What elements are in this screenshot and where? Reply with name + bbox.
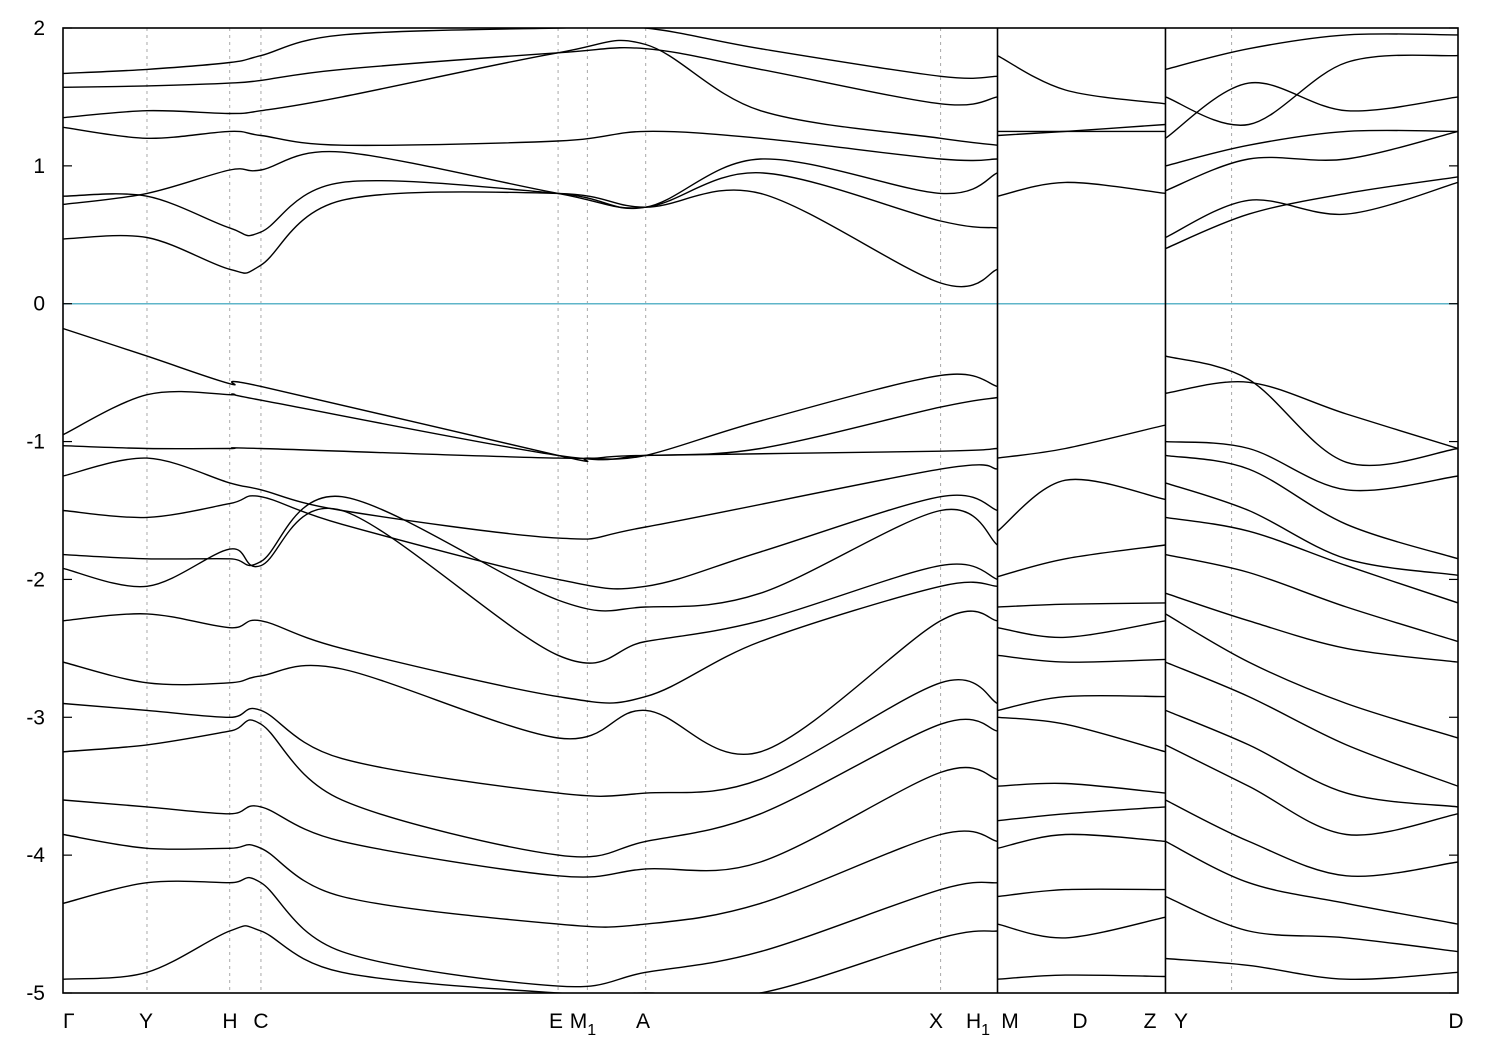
y-tick-label: -1 bbox=[26, 431, 45, 454]
band-line bbox=[1165, 355, 1458, 467]
band-line bbox=[997, 123, 1166, 137]
k-point-label: A bbox=[636, 1010, 650, 1033]
band-line bbox=[1165, 895, 1458, 953]
band-line bbox=[997, 54, 1166, 105]
band-line bbox=[63, 390, 998, 461]
y-tick-label: -4 bbox=[26, 844, 45, 867]
band-line bbox=[63, 718, 998, 858]
band-line bbox=[997, 716, 1166, 753]
band-segment-1 bbox=[63, 28, 998, 993]
band-line bbox=[1165, 840, 1458, 925]
band-line bbox=[997, 916, 1166, 939]
k-point-label: E bbox=[549, 1010, 563, 1033]
k-point-label: D bbox=[1448, 1010, 1463, 1033]
band-line bbox=[997, 181, 1166, 197]
band-line bbox=[1165, 130, 1458, 192]
band-line bbox=[63, 581, 998, 704]
band-layer bbox=[63, 28, 1458, 993]
y-tick-label: 2 bbox=[33, 17, 45, 40]
y-tick-label: 1 bbox=[33, 155, 45, 178]
band-segment-2 bbox=[997, 54, 1166, 980]
band-line bbox=[997, 694, 1166, 712]
k-point-label: D bbox=[1072, 1010, 1087, 1033]
band-line bbox=[997, 478, 1166, 532]
divider-layer bbox=[996, 28, 1167, 993]
grid-layer bbox=[146, 28, 1233, 993]
band-line bbox=[997, 654, 1166, 663]
band-line bbox=[63, 445, 998, 460]
band-line bbox=[1165, 129, 1458, 167]
band-line bbox=[997, 602, 1166, 608]
band-line bbox=[1165, 482, 1458, 576]
band-line bbox=[1165, 744, 1458, 836]
k-point-label: Γ bbox=[63, 1010, 75, 1033]
y-tick-label: -3 bbox=[26, 706, 45, 729]
band-line bbox=[63, 126, 998, 162]
band-line bbox=[997, 620, 1166, 639]
band-line bbox=[63, 494, 998, 590]
band-line bbox=[63, 766, 998, 878]
band-line bbox=[1165, 799, 1458, 878]
band-line bbox=[1165, 516, 1458, 604]
y-tick-label: -5 bbox=[26, 982, 45, 1005]
band-line bbox=[63, 158, 998, 237]
band-line bbox=[1165, 454, 1458, 560]
k-point-label: Y bbox=[1174, 1010, 1188, 1033]
band-line bbox=[63, 150, 998, 229]
k-point-label: X bbox=[929, 1010, 943, 1033]
band-line bbox=[1165, 592, 1458, 663]
band-line bbox=[63, 39, 998, 146]
band-line bbox=[63, 495, 998, 612]
k-point-label: Y bbox=[139, 1010, 153, 1033]
band-line bbox=[1165, 176, 1458, 250]
band-line bbox=[63, 830, 998, 928]
k-point-label: C bbox=[253, 1010, 268, 1033]
band-line bbox=[63, 47, 998, 106]
k-point-label: H bbox=[222, 1010, 237, 1033]
y-tick-label: -2 bbox=[26, 568, 45, 591]
band-line bbox=[1165, 54, 1458, 126]
band-line bbox=[997, 782, 1166, 794]
band-line bbox=[63, 457, 998, 540]
band-line bbox=[1165, 440, 1458, 492]
band-line bbox=[1165, 661, 1458, 787]
band-line bbox=[63, 925, 998, 993]
k-point-label: H1 bbox=[966, 1010, 990, 1039]
band-line bbox=[63, 507, 998, 664]
band-line bbox=[63, 876, 998, 988]
band-line bbox=[1165, 613, 1458, 739]
band-line bbox=[997, 544, 1166, 578]
band-line bbox=[997, 833, 1166, 849]
y-tick-label: 0 bbox=[33, 293, 45, 316]
band-line bbox=[63, 610, 998, 755]
band-line bbox=[1165, 957, 1458, 981]
band-line bbox=[997, 424, 1166, 459]
band-line bbox=[1165, 33, 1458, 71]
y-axis: 2 1 0 -1 -2 -3 -4 -5 bbox=[26, 17, 1458, 1005]
band-line bbox=[1165, 709, 1458, 808]
band-line bbox=[1165, 81, 1458, 139]
band-line bbox=[997, 974, 1166, 980]
band-line bbox=[997, 888, 1166, 898]
band-line bbox=[63, 327, 998, 463]
k-point-label: M1 bbox=[570, 1010, 597, 1039]
band-line bbox=[63, 679, 998, 797]
band-line bbox=[1165, 181, 1458, 239]
k-point-label: Z bbox=[1144, 1010, 1157, 1033]
band-line bbox=[1165, 381, 1458, 450]
band-line bbox=[1165, 553, 1458, 643]
x-axis: Γ Y H C E M1 A X H1 M D Z Y D bbox=[63, 1010, 1464, 1039]
band-line bbox=[63, 28, 998, 79]
band-segment-3 bbox=[1165, 33, 1458, 981]
k-point-label: M bbox=[1001, 1010, 1019, 1033]
band-line bbox=[63, 189, 998, 288]
plot-frame bbox=[62, 27, 1459, 994]
band-line bbox=[997, 806, 1166, 822]
